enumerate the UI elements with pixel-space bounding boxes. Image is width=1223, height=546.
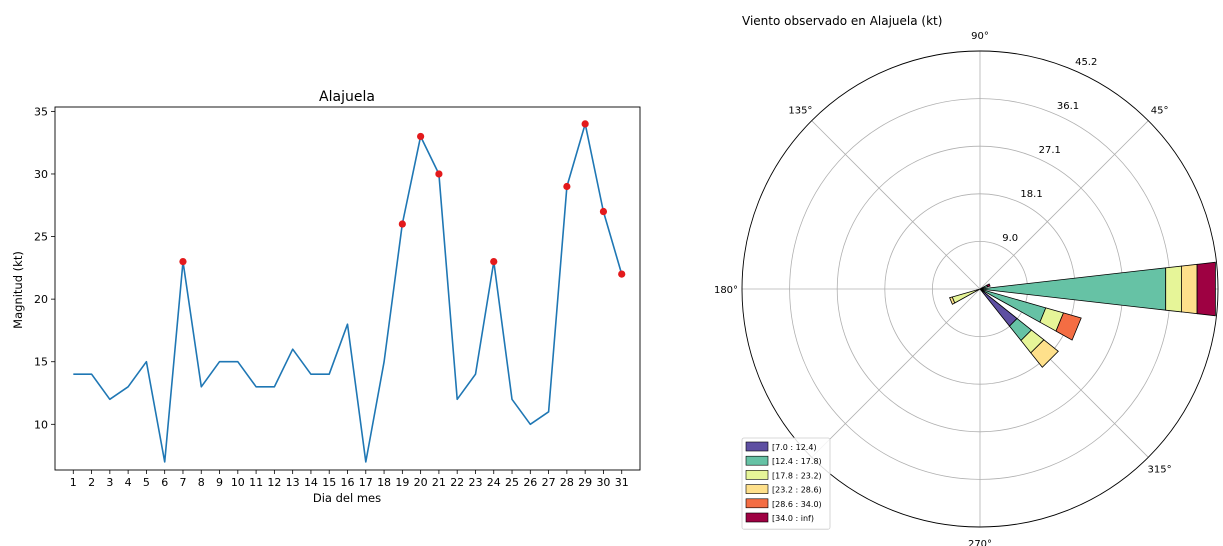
line-chart-title: Alajuela bbox=[319, 89, 375, 105]
highlight-point bbox=[179, 257, 187, 266]
angle-label: 270° bbox=[968, 539, 992, 546]
rose-bar-segment bbox=[1196, 261, 1216, 317]
angle-gridline bbox=[811, 120, 981, 290]
windrose-chart: Viento observado en Alajuela (kt) 45° 90°… bbox=[714, 14, 1219, 546]
angle-label: 90° bbox=[971, 31, 989, 42]
highlight-point bbox=[581, 120, 589, 128]
legend-swatch bbox=[745, 498, 769, 509]
x-tick-label: 7 bbox=[179, 476, 186, 489]
highlight-point bbox=[417, 132, 425, 141]
rose-bar-segment bbox=[1181, 263, 1198, 315]
angle-gridline bbox=[811, 288, 981, 458]
x-tick-label: 8 bbox=[198, 476, 205, 489]
legend-label: [28.6 : 34.0) bbox=[772, 500, 822, 509]
x-tick-label: 26 bbox=[523, 476, 537, 489]
x-tick-label: 27 bbox=[542, 476, 556, 489]
x-tick-label: 10 bbox=[231, 476, 245, 489]
radial-tick-label: 27.1 bbox=[1039, 145, 1061, 156]
x-tick-label: 29 bbox=[578, 476, 592, 489]
radial-tick-label: 45.2 bbox=[1075, 57, 1097, 68]
radial-tick-label: 18.1 bbox=[1020, 189, 1042, 200]
y-tick-label: 25 bbox=[34, 231, 48, 244]
legend-swatch bbox=[745, 484, 769, 494]
highlight-point bbox=[599, 207, 608, 216]
x-tick-label: 16 bbox=[341, 476, 355, 489]
x-tick-label: 18 bbox=[377, 476, 391, 489]
x-tick-label: 19 bbox=[395, 476, 409, 489]
legend-swatch bbox=[745, 455, 769, 466]
plot-frame bbox=[54, 106, 641, 471]
angle-label: 315° bbox=[1148, 465, 1172, 476]
legend-swatch bbox=[745, 470, 769, 480]
radial-tick-label: 36.1 bbox=[1057, 101, 1079, 112]
series-line bbox=[73, 123, 623, 463]
x-tick-label: 25 bbox=[505, 476, 519, 489]
line-chart-ylabel: Magnitud (kt) bbox=[11, 251, 25, 329]
highlight-point bbox=[563, 182, 571, 191]
highlight-point bbox=[398, 220, 406, 228]
x-tick-label: 13 bbox=[286, 476, 300, 489]
y-tick-label: 30 bbox=[34, 168, 48, 181]
windrose-title: Viento observado en Alajuela (kt) bbox=[742, 14, 942, 28]
legend-label: [23.2 : 28.6) bbox=[772, 486, 822, 495]
x-tick-label: 11 bbox=[249, 476, 263, 489]
rose-bar-segment bbox=[1055, 312, 1082, 341]
x-tick-label: 15 bbox=[322, 476, 336, 489]
x-tick-label: 22 bbox=[450, 476, 464, 489]
x-tick-label: 28 bbox=[560, 476, 574, 489]
x-tick-label: 23 bbox=[468, 476, 482, 489]
radial-tick-label: 9.0 bbox=[1002, 233, 1018, 244]
rose-bar-segment bbox=[1165, 265, 1182, 313]
windrose-bars bbox=[949, 261, 1216, 368]
angle-label: 45° bbox=[1151, 105, 1169, 116]
rose-bar-segment bbox=[986, 283, 991, 288]
legend-label: [12.4 : 17.8) bbox=[772, 457, 822, 466]
legend-swatch bbox=[745, 441, 769, 452]
x-tick-label: 1 bbox=[70, 476, 77, 489]
x-tick-label: 3 bbox=[106, 476, 113, 489]
radial-gridline bbox=[741, 50, 1219, 528]
angle-label: 135° bbox=[788, 105, 812, 116]
x-tick-label: 4 bbox=[125, 476, 132, 489]
x-tick-label: 12 bbox=[267, 476, 281, 489]
legend-label: [7.0 : 12.4) bbox=[772, 443, 817, 452]
y-tick-label: 10 bbox=[34, 418, 48, 431]
rose-bar-segment bbox=[951, 288, 981, 304]
rose-bar-segment bbox=[949, 296, 956, 305]
x-tick-label: 20 bbox=[414, 476, 428, 489]
x-tick-label: 24 bbox=[487, 476, 501, 489]
y-tick-label: 15 bbox=[34, 356, 48, 369]
rose-bar-segment bbox=[1030, 339, 1059, 368]
line-chart-series bbox=[73, 120, 626, 463]
x-tick-label: 30 bbox=[596, 476, 610, 489]
x-tick-label: 5 bbox=[143, 476, 150, 489]
legend-label: [17.8 : 23.2) bbox=[772, 471, 822, 480]
windrose-legend: [7.0 : 12.4) [12.4 : 17.8) [17.8 : 23.2) [2… bbox=[741, 437, 831, 530]
highlight-point bbox=[435, 170, 443, 178]
x-tick-label: 21 bbox=[432, 476, 446, 489]
x-tick-label: 9 bbox=[216, 476, 223, 489]
legend-label: [34.0 : inf) bbox=[772, 514, 814, 523]
line-chart-xlabel: Dia del mes bbox=[313, 491, 381, 505]
windrose-labels: 45° 90° 135° 180° 270° 315° 9.0 18.1 27.1 36.1 45.… bbox=[714, 31, 1172, 546]
angle-gridline bbox=[979, 120, 1149, 290]
x-tick-label: 14 bbox=[304, 476, 318, 489]
legend-swatch bbox=[745, 512, 769, 523]
angle-label: 180° bbox=[714, 285, 738, 296]
y-tick-label: 20 bbox=[34, 293, 48, 306]
x-tick-label: 17 bbox=[359, 476, 373, 489]
highlight-point bbox=[618, 270, 626, 278]
x-tick-label: 2 bbox=[88, 476, 95, 489]
y-tick-label: 35 bbox=[34, 105, 48, 118]
x-tick-label: 6 bbox=[161, 476, 168, 489]
x-tick-label: 31 bbox=[615, 476, 629, 489]
highlight-point bbox=[490, 257, 498, 266]
